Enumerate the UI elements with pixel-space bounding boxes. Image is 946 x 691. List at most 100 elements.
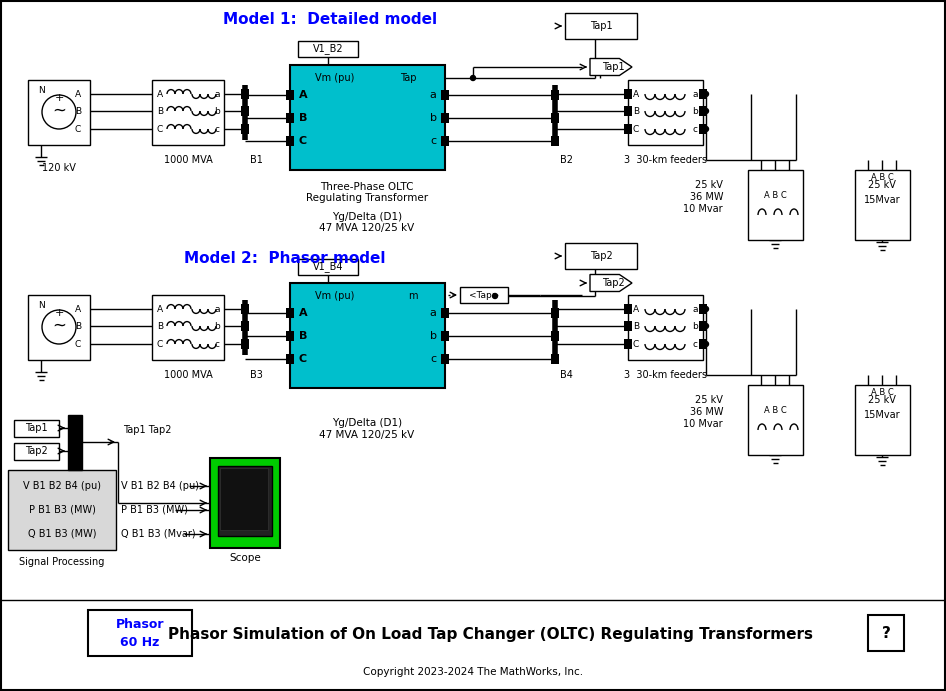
Text: b: b xyxy=(214,106,219,115)
Text: Yg/Delta (D1): Yg/Delta (D1) xyxy=(332,212,402,222)
Bar xyxy=(855,170,910,240)
Bar xyxy=(628,80,703,145)
Circle shape xyxy=(704,91,709,97)
Text: 3  30-km feeders: 3 30-km feeders xyxy=(624,370,707,380)
Text: A: A xyxy=(633,305,639,314)
Bar xyxy=(286,136,294,146)
Text: a: a xyxy=(692,305,698,314)
Bar xyxy=(241,106,249,116)
Text: A: A xyxy=(157,90,163,99)
Text: B: B xyxy=(75,321,81,330)
Text: Phasor Simulation of On Load Tap Changer (OLTC) Regulating Transformers: Phasor Simulation of On Load Tap Changer… xyxy=(167,627,813,643)
Bar xyxy=(298,259,358,275)
Text: B: B xyxy=(157,321,163,330)
Text: B: B xyxy=(299,113,307,123)
Text: 36 MW: 36 MW xyxy=(690,192,723,202)
Bar xyxy=(28,80,90,145)
Text: +: + xyxy=(54,93,63,103)
Bar xyxy=(699,304,707,314)
Bar xyxy=(855,385,910,455)
Text: 10 Mvar: 10 Mvar xyxy=(683,204,723,214)
Text: a: a xyxy=(692,90,698,99)
Text: ~: ~ xyxy=(52,317,66,335)
Bar xyxy=(68,415,82,470)
Bar xyxy=(551,354,559,364)
Text: 15Mvar: 15Mvar xyxy=(864,410,901,420)
Bar xyxy=(241,321,249,331)
Text: C: C xyxy=(157,124,163,133)
Text: b: b xyxy=(692,321,698,330)
Text: C: C xyxy=(633,124,639,133)
Text: a: a xyxy=(429,308,436,318)
Bar xyxy=(286,331,294,341)
Text: N: N xyxy=(38,86,44,95)
Bar xyxy=(241,124,249,134)
Text: Q B1 B3 (Mvar): Q B1 B3 (Mvar) xyxy=(121,529,196,539)
Text: B1: B1 xyxy=(250,155,263,165)
Text: Tap1: Tap1 xyxy=(589,21,612,31)
Text: A B C: A B C xyxy=(763,191,786,200)
Bar xyxy=(551,308,559,318)
Bar xyxy=(624,339,632,349)
Text: ~: ~ xyxy=(52,102,66,120)
Text: Copyright 2023-2024 The MathWorks, Inc.: Copyright 2023-2024 The MathWorks, Inc. xyxy=(363,667,583,677)
Text: B4: B4 xyxy=(560,370,573,380)
Text: B: B xyxy=(75,106,81,115)
Bar xyxy=(290,283,445,388)
Text: Scope: Scope xyxy=(229,553,261,563)
Text: C: C xyxy=(75,124,81,133)
Text: m: m xyxy=(409,291,418,301)
Text: +: + xyxy=(54,308,63,318)
Bar xyxy=(624,89,632,99)
Text: 1000 MVA: 1000 MVA xyxy=(164,155,212,165)
Bar xyxy=(699,89,707,99)
Circle shape xyxy=(470,75,476,80)
Text: 47 MVA 120/25 kV: 47 MVA 120/25 kV xyxy=(320,223,414,233)
Circle shape xyxy=(704,341,709,346)
Text: ?: ? xyxy=(882,625,890,641)
Text: c: c xyxy=(692,124,697,133)
Bar xyxy=(441,136,449,146)
Text: c: c xyxy=(429,354,436,364)
Bar xyxy=(28,295,90,360)
Bar xyxy=(441,354,449,364)
Text: P B1 B3 (MW): P B1 B3 (MW) xyxy=(28,505,96,515)
Bar xyxy=(441,113,449,123)
Bar xyxy=(551,90,559,100)
Text: 3  30-km feeders: 3 30-km feeders xyxy=(624,155,707,165)
Text: Tap1 Tap2: Tap1 Tap2 xyxy=(123,425,171,435)
Text: a: a xyxy=(429,90,436,100)
Bar xyxy=(152,80,224,145)
Text: A: A xyxy=(299,90,307,100)
Bar xyxy=(565,243,637,269)
Bar xyxy=(441,308,449,318)
Text: b: b xyxy=(429,113,436,123)
Text: 47 MVA 120/25 kV: 47 MVA 120/25 kV xyxy=(320,430,414,440)
Text: A B C: A B C xyxy=(870,388,893,397)
Text: C: C xyxy=(299,136,307,146)
Bar xyxy=(8,470,116,550)
Text: Tap1: Tap1 xyxy=(602,62,624,72)
Circle shape xyxy=(704,126,709,131)
Text: A: A xyxy=(299,308,307,318)
Text: 25 kV: 25 kV xyxy=(695,180,723,190)
Text: Signal Processing: Signal Processing xyxy=(19,557,105,567)
Bar xyxy=(551,113,559,123)
Text: 25 kV: 25 kV xyxy=(868,180,896,190)
Text: B: B xyxy=(299,331,307,341)
Bar xyxy=(241,89,249,99)
Text: Vm (pu): Vm (pu) xyxy=(315,73,355,83)
Text: C: C xyxy=(299,354,307,364)
Text: 1000 MVA: 1000 MVA xyxy=(164,370,212,380)
Bar xyxy=(241,339,249,349)
Text: C: C xyxy=(157,339,163,348)
Text: A: A xyxy=(75,305,81,314)
Bar xyxy=(624,124,632,134)
Text: B2: B2 xyxy=(560,155,573,165)
Bar xyxy=(699,321,707,331)
Text: Tap2: Tap2 xyxy=(589,251,612,261)
Text: Vm (pu): Vm (pu) xyxy=(315,291,355,301)
Text: Tap1: Tap1 xyxy=(25,423,47,433)
Text: c: c xyxy=(215,339,219,348)
Text: Phasor
60 Hz: Phasor 60 Hz xyxy=(115,618,165,648)
